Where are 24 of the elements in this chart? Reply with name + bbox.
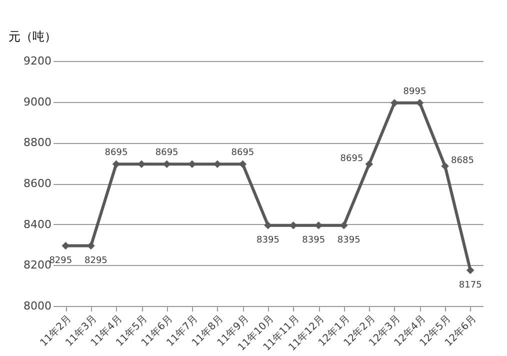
data-label: 8175: [458, 280, 482, 290]
point: [441, 162, 449, 170]
data-label: 8995: [403, 86, 426, 97]
y-axis-title: 元（吨）: [8, 30, 56, 44]
data-label: 8695: [231, 148, 254, 158]
y-tick-label: 9200: [24, 54, 52, 68]
y-tick-label: 9000: [24, 95, 52, 108]
point: [365, 160, 374, 168]
point: [466, 266, 474, 274]
y-tick-label: 8600: [24, 177, 52, 190]
data-label: 8685: [451, 156, 474, 166]
point: [340, 221, 348, 230]
data-label: 8295: [84, 256, 108, 266]
data-label: 8695: [155, 148, 178, 158]
data-label: 8395: [337, 235, 360, 246]
data-label: 8695: [104, 148, 128, 158]
data-label: 8395: [302, 235, 326, 246]
data-label: 8395: [256, 235, 280, 246]
y-tick-label: 8000: [24, 300, 52, 312]
y-tick-label: 8200: [24, 258, 52, 272]
data-label: 8695: [340, 154, 364, 164]
y-tick-label: 8800: [24, 136, 52, 150]
point: [87, 242, 95, 250]
y-tick-label: 8400: [24, 218, 52, 231]
